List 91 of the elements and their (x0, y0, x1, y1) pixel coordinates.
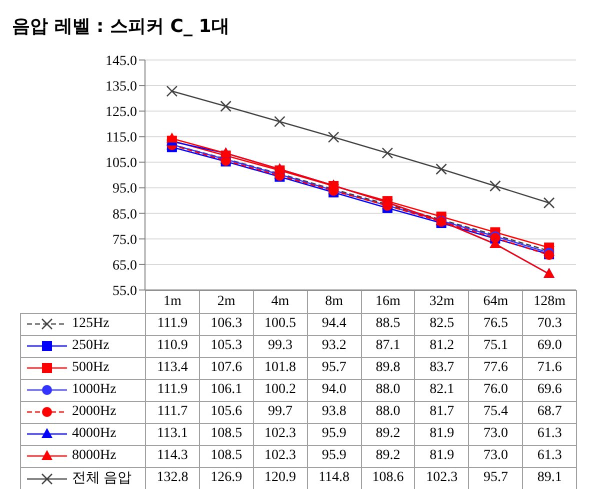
data-label: 102.3 (253, 445, 308, 467)
legend-label: 500Hz (72, 360, 110, 375)
x-tick-label: 2m (199, 290, 254, 313)
data-label: 76.5 (468, 313, 523, 335)
y-tick-label: 55.0 (112, 284, 137, 299)
data-label: 93.2 (307, 335, 361, 357)
data-label: 70.3 (522, 313, 576, 335)
data-label: 120.9 (253, 467, 308, 489)
y-tick-label: 65.0 (112, 258, 137, 274)
data-label: 113.1 (146, 423, 200, 445)
data-label: 69.6 (522, 379, 576, 401)
data-label: 106.3 (199, 313, 254, 335)
data-label: 71.6 (522, 357, 576, 379)
data-label: 73.0 (468, 445, 523, 467)
data-label: 88.5 (361, 313, 415, 335)
data-label: 110.9 (146, 335, 200, 357)
y-tick-label: 125.0 (106, 105, 137, 120)
x-tick-label: 64m (468, 290, 523, 313)
y-tick-label: 145.0 (106, 54, 137, 69)
data-label: 94.4 (307, 313, 361, 335)
data-label: 105.3 (199, 335, 254, 357)
data-label: 99.3 (253, 335, 308, 357)
y-tick-label: 95.0 (112, 182, 137, 197)
data-label: 75.4 (468, 401, 523, 423)
data-label: 82.1 (414, 379, 469, 401)
data-label: 132.8 (146, 467, 200, 489)
data-label: 89.1 (522, 467, 576, 489)
legend-label: 2000Hz (72, 404, 116, 419)
y-tick-label: 115.0 (106, 130, 137, 146)
data-label: 99.7 (253, 401, 308, 423)
y-tick-label: 75.0 (112, 232, 137, 248)
data-label: 81.2 (414, 335, 469, 357)
data-label: 89.2 (361, 445, 415, 467)
legend-label: 250Hz (72, 338, 110, 353)
data-label: 100.5 (253, 313, 308, 335)
data-label: 108.6 (361, 467, 415, 489)
data-label: 95.7 (468, 467, 523, 489)
data-label: 105.6 (199, 401, 254, 423)
data-label: 108.5 (199, 423, 254, 445)
data-label: 68.7 (522, 401, 576, 423)
data-label: 89.2 (361, 423, 415, 445)
data-label: 88.0 (361, 379, 415, 401)
data-label: 82.5 (414, 313, 469, 335)
data-label: 100.2 (253, 379, 308, 401)
data-label: 95.9 (307, 423, 361, 445)
data-label: 76.0 (468, 379, 523, 401)
data-label: 69.0 (522, 335, 576, 357)
data-label: 87.1 (361, 335, 415, 357)
x-tick-label: 8m (307, 290, 361, 313)
data-label: 114.8 (307, 467, 361, 489)
data-label: 102.3 (253, 423, 308, 445)
data-label: 113.4 (146, 357, 200, 379)
data-label: 102.3 (414, 467, 469, 489)
data-label: 61.3 (522, 423, 576, 445)
data-label: 77.6 (468, 357, 523, 379)
data-label: 107.6 (199, 357, 254, 379)
legend-label: 125Hz (72, 316, 110, 331)
data-label: 89.8 (361, 357, 415, 379)
data-label: 95.7 (307, 357, 361, 379)
data-label: 94.0 (307, 379, 361, 401)
data-label: 88.0 (361, 401, 415, 423)
data-label: 61.3 (522, 445, 576, 467)
x-tick-label: 1m (146, 290, 200, 313)
data-label: 81.7 (414, 401, 469, 423)
data-label: 75.1 (468, 335, 523, 357)
y-tick-label: 85.0 (112, 207, 137, 222)
x-tick-label: 16m (361, 290, 415, 313)
data-label: 93.8 (307, 401, 361, 423)
legend-label: 4000Hz (72, 426, 116, 441)
data-label: 81.9 (414, 423, 469, 445)
chart-title: 음압 레벨 : 스피커 C_ 1대 (12, 15, 230, 38)
legend-label: 1000Hz (72, 382, 116, 397)
data-label: 111.9 (146, 379, 200, 401)
y-tick-label: 105.0 (106, 156, 137, 172)
data-label: 106.1 (199, 379, 254, 401)
data-label: 83.7 (414, 357, 469, 379)
x-tick-label: 4m (253, 290, 308, 313)
data-label: 108.5 (199, 445, 254, 467)
data-label: 81.9 (414, 445, 469, 467)
data-label: 101.8 (253, 357, 308, 379)
data-label: 111.9 (146, 313, 200, 335)
y-tick-label: 135.0 (106, 80, 137, 95)
data-label: 73.0 (468, 423, 523, 445)
data-label: 111.7 (146, 401, 200, 423)
legend-label: 전체 음압 (72, 471, 132, 486)
x-tick-label: 128m (522, 290, 576, 313)
data-label: 114.3 (146, 445, 200, 467)
data-label: 95.9 (307, 445, 361, 467)
data-label: 126.9 (199, 467, 254, 489)
x-tick-label: 32m (414, 290, 469, 313)
legend-label: 8000Hz (72, 448, 116, 463)
